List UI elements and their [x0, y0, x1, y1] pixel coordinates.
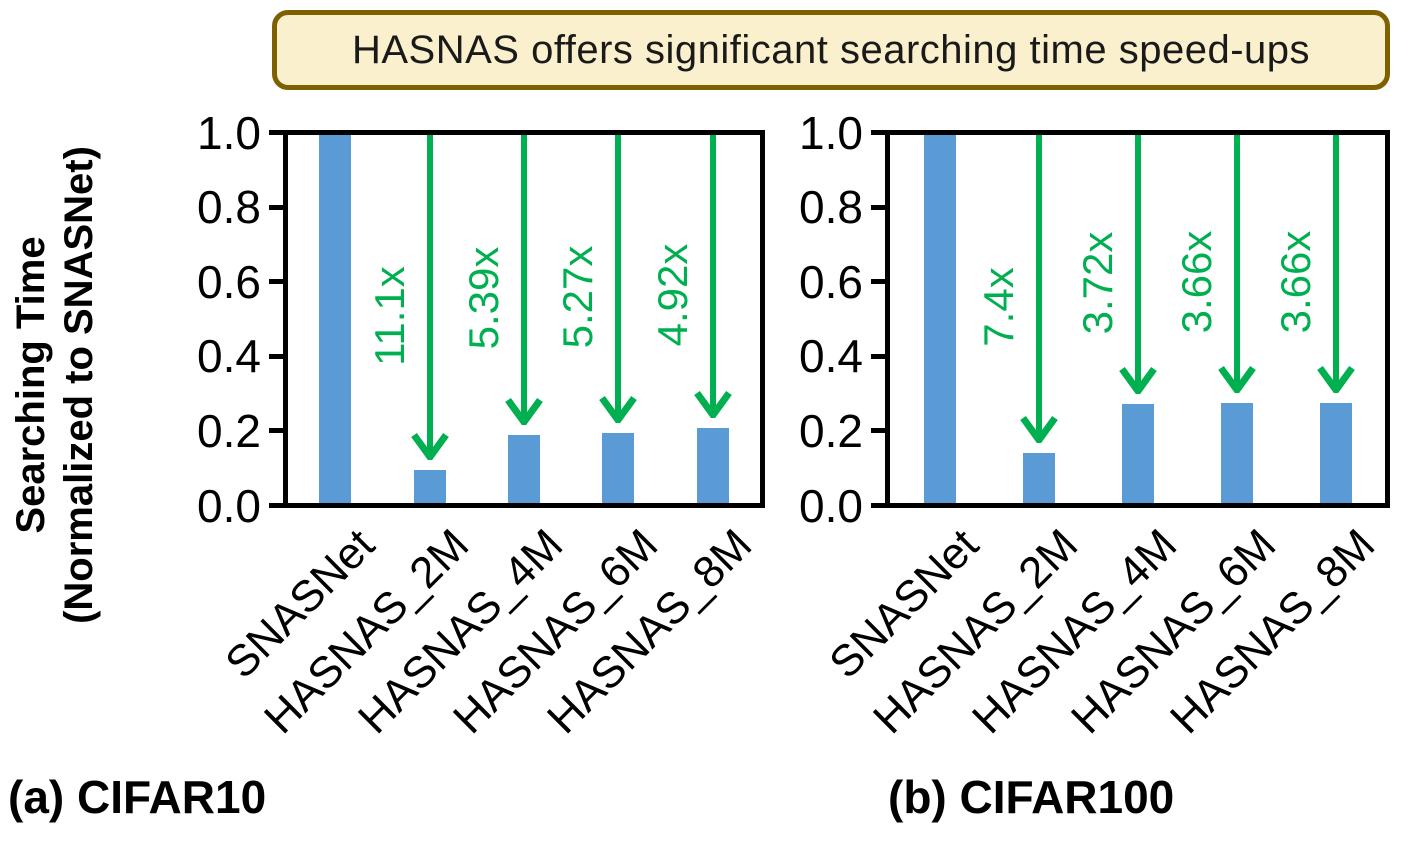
- bar: [1121, 404, 1154, 503]
- y-tick-label: 0.2: [799, 404, 863, 457]
- speedup-label: 3.72x: [1073, 231, 1121, 334]
- bar: [1319, 403, 1352, 503]
- y-tick: [871, 130, 885, 135]
- y-tick: [269, 130, 283, 135]
- caption-cifar100: (b) CIFAR100: [888, 771, 1175, 823]
- y-tick-label: 0.8: [197, 181, 261, 234]
- y-tick: [269, 204, 283, 210]
- bar: [1022, 453, 1055, 503]
- speedup-label: 5.27x: [554, 245, 602, 349]
- y-tick: [871, 204, 885, 210]
- bar: [508, 435, 540, 503]
- speedup-label: 3.66x: [1271, 230, 1319, 334]
- caption-cifar10: (a) CIFAR10: [8, 771, 267, 823]
- bar: [1220, 403, 1253, 503]
- bar: [923, 135, 956, 503]
- speedup-label: 4.92x: [648, 243, 696, 346]
- y-tick: [269, 353, 283, 359]
- y-tick: [871, 353, 885, 359]
- y-tick-label: 0.6: [197, 255, 261, 308]
- y-tick-label: 0.4: [197, 330, 261, 383]
- speedup-down-arrow-icon: [1118, 135, 1157, 394]
- speedup-down-arrow-icon: [693, 135, 732, 418]
- speedup-down-arrow-icon: [410, 135, 449, 460]
- speedup-down-arrow-icon: [599, 135, 638, 423]
- y-tick: [871, 428, 885, 434]
- speedup-label: 3.66x: [1172, 230, 1220, 334]
- y-tick: [269, 428, 283, 434]
- y-axis-title-line1: Searching Time: [9, 236, 53, 534]
- speedup-label: 7.4x: [974, 267, 1022, 347]
- y-tick-label: 1.0: [799, 106, 863, 159]
- y-axis-title: Searching Time (Normalized to SNASNet): [7, 35, 103, 735]
- plot-area-cifar10: 11.1x 5.39x 5.27x 4.92x: [283, 130, 765, 508]
- headline-banner: HASNAS offers significant searching time…: [272, 10, 1390, 90]
- bar: [413, 470, 446, 503]
- y-tick: [871, 503, 885, 508]
- y-axis-title-line2: (Normalized to SNASNet): [57, 146, 101, 624]
- speedup-label: 5.39x: [460, 246, 507, 350]
- speedup-down-arrow-icon: [505, 135, 543, 425]
- speedup-down-arrow-icon: [1316, 135, 1355, 393]
- y-tick-label: 0.2: [197, 404, 261, 457]
- headline-text: HASNAS offers significant searching time…: [351, 27, 1311, 72]
- y-tick-label: 1.0: [197, 106, 261, 159]
- speedup-down-arrow-icon: [1019, 135, 1058, 443]
- bar: [602, 433, 635, 503]
- y-tick-label: 0.4: [799, 330, 863, 383]
- y-tick-label: 0.6: [799, 255, 863, 308]
- speedup-label: 11.1x: [365, 265, 413, 366]
- bar: [696, 428, 729, 503]
- y-tick-label: 0.8: [799, 181, 863, 234]
- bar: [319, 135, 352, 503]
- y-tick: [871, 279, 885, 285]
- y-tick-label: 0.0: [799, 479, 863, 532]
- y-tick: [269, 279, 283, 285]
- y-tick-label: 0.0: [197, 479, 261, 532]
- plot-area-cifar100: 7.4x 3.72x 3.66x 3.66x: [885, 130, 1390, 508]
- y-tick: [269, 503, 283, 508]
- speedup-down-arrow-icon: [1217, 135, 1256, 393]
